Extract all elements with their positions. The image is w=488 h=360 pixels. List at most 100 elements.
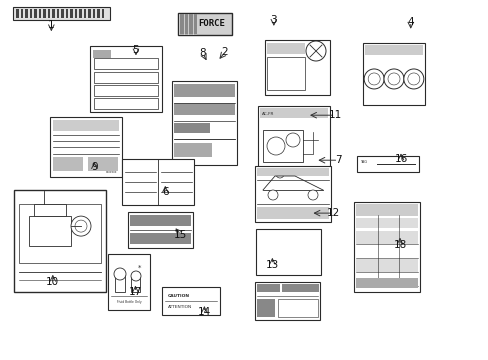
Bar (281, 284, 319, 292)
Bar (362, 43, 424, 105)
Bar (257, 284, 279, 292)
Bar (102, 9, 104, 18)
Bar (65, 9, 68, 18)
Text: 5: 5 (132, 45, 139, 55)
Bar (174, 103, 235, 115)
Text: 6: 6 (162, 187, 168, 197)
Circle shape (71, 216, 91, 236)
Text: Fluid Bottle Only: Fluid Bottle Only (117, 300, 141, 304)
Bar (70, 9, 72, 18)
Bar (16, 9, 19, 18)
Bar (266, 57, 304, 90)
Bar (29, 216, 71, 246)
Text: 14: 14 (197, 307, 211, 318)
Bar (92, 9, 95, 18)
Text: *: * (138, 265, 142, 271)
Text: 12: 12 (326, 208, 340, 218)
Bar (115, 274, 125, 292)
Bar (257, 207, 328, 219)
Bar (174, 143, 211, 157)
Bar (19, 204, 101, 264)
Bar (172, 81, 237, 165)
Text: 13: 13 (265, 260, 279, 270)
Bar (43, 9, 45, 18)
Bar (90, 46, 162, 112)
Bar (34, 204, 66, 216)
Text: 3: 3 (270, 15, 277, 25)
Bar (178, 13, 231, 35)
Bar (47, 9, 50, 18)
Text: 15: 15 (174, 230, 187, 240)
Bar (277, 299, 318, 317)
Bar (39, 9, 41, 18)
Bar (50, 117, 122, 177)
Bar (355, 231, 417, 244)
Bar (355, 218, 417, 228)
Bar (254, 282, 319, 320)
Text: 4: 4 (407, 17, 413, 27)
Bar (29, 9, 32, 18)
Bar (266, 43, 304, 54)
Circle shape (305, 41, 325, 61)
Bar (174, 84, 235, 97)
Bar (79, 9, 81, 18)
Text: xxxxxxx: xxxxxxx (105, 170, 117, 174)
Text: 10: 10 (46, 276, 59, 287)
Text: 7: 7 (334, 155, 341, 165)
Bar (264, 40, 329, 95)
Circle shape (285, 133, 299, 147)
Bar (353, 202, 419, 292)
Text: 2: 2 (221, 47, 228, 57)
Text: 17: 17 (128, 287, 142, 297)
Bar (117, 270, 123, 274)
Text: 16: 16 (393, 154, 407, 164)
Bar (53, 157, 83, 171)
Text: 8: 8 (199, 48, 206, 58)
Circle shape (383, 69, 403, 89)
Bar (87, 157, 118, 171)
Bar (174, 123, 209, 133)
Bar (97, 9, 99, 18)
Text: 1: 1 (48, 20, 55, 30)
Bar (74, 9, 77, 18)
Circle shape (403, 69, 423, 89)
Circle shape (307, 190, 317, 200)
Bar (254, 166, 330, 222)
Circle shape (267, 190, 278, 200)
Bar (355, 278, 417, 288)
Circle shape (114, 268, 126, 280)
Circle shape (387, 73, 399, 85)
Circle shape (407, 73, 419, 85)
Bar (364, 45, 422, 55)
Bar (162, 287, 220, 315)
Bar (258, 106, 329, 182)
Bar (179, 14, 197, 34)
Bar (57, 9, 59, 18)
Bar (94, 98, 158, 109)
Circle shape (75, 220, 87, 232)
Bar (93, 50, 111, 58)
Circle shape (367, 73, 379, 85)
Circle shape (266, 137, 285, 155)
Bar (25, 9, 27, 18)
Text: CAUTION: CAUTION (168, 294, 190, 298)
Bar (130, 215, 191, 226)
Bar (256, 229, 320, 275)
Bar (257, 299, 275, 317)
Text: AC-FR: AC-FR (262, 112, 274, 116)
Bar (88, 9, 90, 18)
Text: TAG: TAG (359, 159, 366, 163)
Bar (94, 58, 158, 69)
Text: 18: 18 (392, 240, 406, 250)
Bar (263, 130, 303, 162)
Text: ATTENTION: ATTENTION (168, 305, 192, 309)
Text: 11: 11 (328, 110, 342, 120)
Bar (356, 156, 418, 172)
Circle shape (275, 170, 284, 178)
Bar (355, 204, 417, 216)
Bar (14, 190, 106, 292)
Bar (61, 9, 63, 18)
Bar (13, 7, 110, 20)
Bar (34, 9, 37, 18)
Bar (20, 9, 23, 18)
